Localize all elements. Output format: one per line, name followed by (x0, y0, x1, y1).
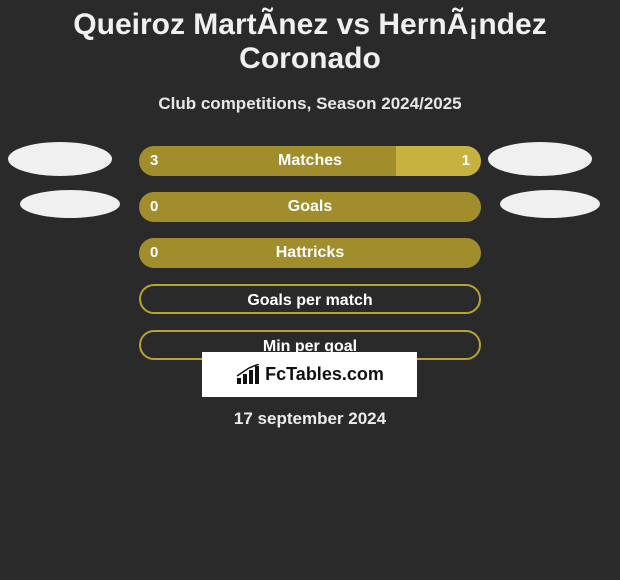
stat-left-value: 0 (150, 238, 158, 268)
stat-bar-left-fill (139, 238, 481, 268)
stat-rows: 31Matches0Goals0HattricksGoals per match… (0, 146, 620, 360)
stat-bar: Goals per match (139, 284, 481, 314)
stat-row: 0Goals (0, 192, 620, 222)
date-label: 17 september 2024 (0, 409, 620, 429)
stat-left-value: 3 (150, 146, 158, 176)
left-logo-placeholder (20, 190, 120, 218)
brand-box: FcTables.com (202, 352, 417, 397)
brand-icon (235, 364, 261, 386)
stat-label: Goals per match (141, 286, 479, 314)
stat-row: 31Matches (0, 146, 620, 176)
comparison-infographic: Queiroz MartÃ­nez vs HernÃ¡ndez Coronado… (0, 0, 620, 580)
stat-bar: 31Matches (139, 146, 481, 176)
stat-row: 0Hattricks (0, 238, 620, 268)
right-logo-placeholder (488, 142, 592, 176)
stat-bar: 0Goals (139, 192, 481, 222)
left-logo-placeholder (8, 142, 112, 176)
page-title: Queiroz MartÃ­nez vs HernÃ¡ndez Coronado (0, 0, 620, 76)
stat-bar-left-fill (139, 192, 481, 222)
right-logo-placeholder (500, 190, 600, 218)
stat-bar: 0Hattricks (139, 238, 481, 268)
stat-row: Goals per match (0, 284, 620, 314)
brand-text: FcTables.com (265, 364, 384, 385)
subtitle: Club competitions, Season 2024/2025 (0, 94, 620, 114)
stat-bar-left-fill (139, 146, 396, 176)
stat-right-value: 1 (462, 146, 470, 176)
stat-left-value: 0 (150, 192, 158, 222)
